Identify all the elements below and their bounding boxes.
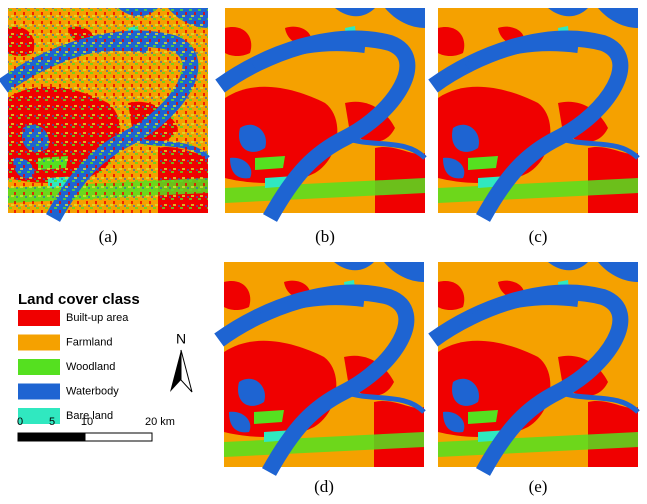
scale-label: 20 km [145, 416, 175, 428]
panel-label: (d) [314, 477, 334, 496]
legend-title: Land cover class [18, 291, 140, 308]
panel-label: (e) [529, 477, 548, 496]
scale-label: 0 [17, 416, 23, 428]
legend-label: Farmland [66, 336, 112, 348]
legend-swatch [18, 335, 60, 351]
scale-label: 5 [49, 416, 55, 428]
scale-label: 10 [81, 416, 93, 428]
legend-label: Built-up area [66, 312, 129, 324]
legend-label: Waterbody [66, 385, 119, 397]
map-a [3, 8, 208, 218]
legend-label: Woodland [66, 361, 115, 373]
legend-swatch [18, 384, 60, 400]
map-e [433, 262, 638, 472]
map-d [219, 262, 424, 472]
north-arrow: N [170, 331, 192, 392]
panel-label: (b) [315, 227, 335, 246]
legend: Built-up areaFarmlandWoodlandWaterbodyBa… [18, 310, 129, 424]
panel-label: (a) [99, 227, 118, 246]
legend-swatch [18, 310, 60, 326]
panel-label: (c) [529, 227, 548, 246]
north-label: N [176, 331, 186, 347]
legend-swatch [18, 359, 60, 375]
map-c [433, 8, 638, 218]
figure: (a) (b) (c) (d) (e) Land cover class Bui… [0, 0, 647, 499]
map-b [220, 8, 425, 218]
